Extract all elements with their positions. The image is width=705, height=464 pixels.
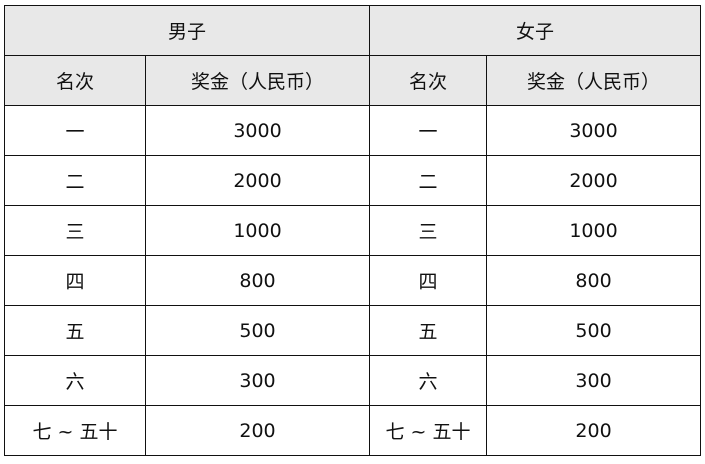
prize-cell: 2000 bbox=[144, 155, 371, 206]
rank-cell: 五 bbox=[369, 305, 488, 356]
prize-cell: 500 bbox=[486, 305, 702, 356]
table-row: 五 500 五 500 bbox=[4, 305, 702, 356]
column-header-prize: 奖金（人民币） bbox=[144, 55, 371, 106]
prize-cell: 200 bbox=[144, 405, 371, 456]
rank-cell: 五 bbox=[4, 305, 146, 356]
rank-cell: 二 bbox=[4, 155, 146, 206]
rank-cell: 六 bbox=[369, 355, 488, 406]
group-header-row: 男子 女子 bbox=[3, 5, 702, 56]
prize-cell: 3000 bbox=[144, 105, 371, 156]
group-header-men: 男子 bbox=[3, 5, 371, 56]
table-row: 二 2000 二 2000 bbox=[4, 155, 702, 206]
rank-cell: 四 bbox=[4, 255, 146, 306]
prize-cell: 300 bbox=[486, 355, 702, 406]
rank-cell: 七 ~ 五十 bbox=[4, 405, 146, 456]
column-header-prize: 奖金（人民币） bbox=[486, 55, 702, 106]
rank-cell: 二 bbox=[369, 155, 488, 206]
table-row: 七 ~ 五十 200 七 ~ 五十 200 bbox=[4, 405, 702, 456]
prize-cell: 2000 bbox=[486, 155, 702, 206]
rank-cell: 三 bbox=[369, 205, 488, 256]
rank-cell: 六 bbox=[4, 355, 146, 406]
column-header-rank: 名次 bbox=[369, 55, 488, 106]
table-row: 四 800 四 800 bbox=[4, 255, 702, 306]
column-header-row: 名次 奖金（人民币） 名次 奖金（人民币） bbox=[4, 55, 702, 106]
column-header-rank: 名次 bbox=[4, 55, 146, 106]
rank-cell: 三 bbox=[4, 205, 146, 256]
table-row: 六 300 六 300 bbox=[4, 355, 702, 406]
prize-table: 男子 女子 名次 奖金（人民币） 名次 奖金（人民币） 一 3000 一 3000 二 2… bbox=[3, 5, 702, 456]
rank-cell: 七 ~ 五十 bbox=[369, 405, 488, 456]
rank-cell: 四 bbox=[369, 255, 488, 306]
prize-cell: 200 bbox=[486, 405, 702, 456]
prize-cell: 1000 bbox=[486, 205, 702, 256]
prize-cell: 300 bbox=[144, 355, 371, 406]
rank-cell: 一 bbox=[4, 105, 146, 156]
table-row: 一 3000 一 3000 bbox=[4, 105, 702, 156]
prize-cell: 800 bbox=[486, 255, 702, 306]
group-header-women: 女子 bbox=[369, 5, 702, 56]
prize-cell: 1000 bbox=[144, 205, 371, 256]
table-row: 三 1000 三 1000 bbox=[4, 205, 702, 256]
prize-cell: 3000 bbox=[486, 105, 702, 156]
rank-cell: 一 bbox=[369, 105, 488, 156]
prize-cell: 500 bbox=[144, 305, 371, 356]
prize-cell: 800 bbox=[144, 255, 371, 306]
